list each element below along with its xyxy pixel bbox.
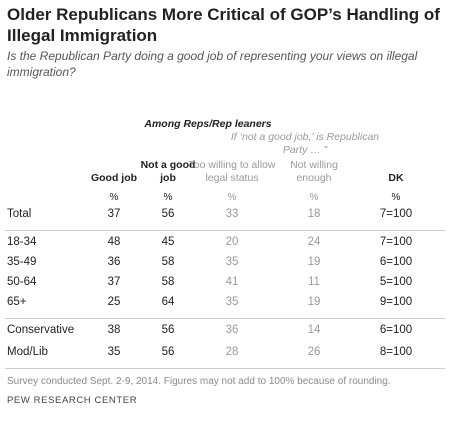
table-cell: 11 xyxy=(308,276,320,288)
table-cell: 6=100 xyxy=(379,256,413,268)
table-cell: 24 xyxy=(307,236,321,248)
table-cell: 35 xyxy=(107,346,121,358)
table-cell: 36 xyxy=(225,324,239,336)
table-cell: 19 xyxy=(307,296,321,308)
divider-line xyxy=(5,368,445,369)
table-cell: 35 xyxy=(225,296,239,308)
column-header: Not willing enough xyxy=(290,159,338,184)
percent-unit: % xyxy=(109,192,119,203)
table-cell: 18 xyxy=(307,208,321,220)
column-header: Too willing to allow legal status xyxy=(188,159,276,184)
table-cell: 56 xyxy=(161,208,175,220)
table-cell: 38 xyxy=(107,324,121,336)
row-label: 50-64 xyxy=(7,276,37,288)
footnote: Survey conducted Sept. 2-9, 2014. Figure… xyxy=(7,376,391,387)
table-cell: 58 xyxy=(161,256,175,268)
chart-title: Older Republicans More Critical of GOP’s… xyxy=(7,5,440,45)
percent-unit: % xyxy=(163,192,173,203)
column-header: Not a good job xyxy=(140,159,196,184)
table-cell: 56 xyxy=(161,346,175,358)
column-header: DK xyxy=(388,172,404,184)
table-cell: 56 xyxy=(161,324,175,336)
divider-line xyxy=(5,230,445,231)
table-cell: 64 xyxy=(161,296,175,308)
row-label: Total xyxy=(7,208,32,220)
table-cell: 25 xyxy=(107,296,121,308)
table-cell: 7=100 xyxy=(379,236,413,248)
table-cell: 6=100 xyxy=(379,324,413,336)
table-cell: 36 xyxy=(107,256,121,268)
row-label: 18-34 xyxy=(7,236,37,248)
table-cell: 19 xyxy=(307,256,321,268)
table-cell: 58 xyxy=(161,276,175,288)
table-cell: 35 xyxy=(225,256,239,268)
percent-unit: % xyxy=(391,192,401,203)
column-header: Good job xyxy=(90,172,138,184)
percent-unit: % xyxy=(227,192,237,203)
source-label: PEW RESEARCH CENTER xyxy=(7,395,138,406)
table-cell: 14 xyxy=(307,324,321,336)
table-cell: 41 xyxy=(225,276,239,288)
table-cell: 26 xyxy=(307,346,321,358)
table-cell: 37 xyxy=(107,208,121,220)
table-cell: 20 xyxy=(225,236,239,248)
table-cell: 45 xyxy=(161,236,175,248)
table-cell: 33 xyxy=(225,208,239,220)
sub-note: If ‘not a good job,’ is Republican Party… xyxy=(230,131,380,156)
row-label: Conservative xyxy=(7,324,75,336)
row-label: Mod/Lib xyxy=(7,346,48,358)
row-label: 65+ xyxy=(7,296,27,308)
table-cell: 7=100 xyxy=(379,208,413,220)
table-cell: 48 xyxy=(107,236,121,248)
divider-line xyxy=(5,318,445,319)
table-cell: 9=100 xyxy=(379,296,413,308)
table-cell: 37 xyxy=(107,276,121,288)
percent-unit: % xyxy=(309,192,319,203)
chart-subtitle: Is the Republican Party doing a good job… xyxy=(7,49,418,79)
group-label: Among Reps/Rep leaners xyxy=(144,118,272,130)
row-label: 35-49 xyxy=(7,256,37,268)
table-cell: 5=100 xyxy=(379,276,413,288)
table-cell: 28 xyxy=(225,346,239,358)
table-cell: 8=100 xyxy=(379,346,413,358)
